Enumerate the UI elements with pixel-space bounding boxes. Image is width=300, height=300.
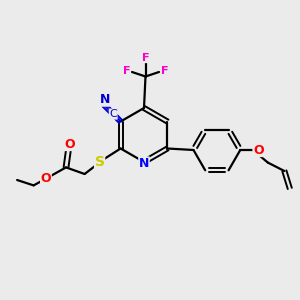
Text: S: S [94, 155, 105, 169]
Text: O: O [253, 143, 264, 157]
Text: N: N [100, 93, 110, 106]
Text: F: F [123, 65, 130, 76]
Text: O: O [40, 172, 51, 185]
Text: C: C [109, 109, 117, 119]
Text: F: F [161, 65, 168, 76]
Text: O: O [64, 137, 75, 151]
Text: F: F [142, 52, 149, 63]
Text: N: N [139, 157, 149, 170]
